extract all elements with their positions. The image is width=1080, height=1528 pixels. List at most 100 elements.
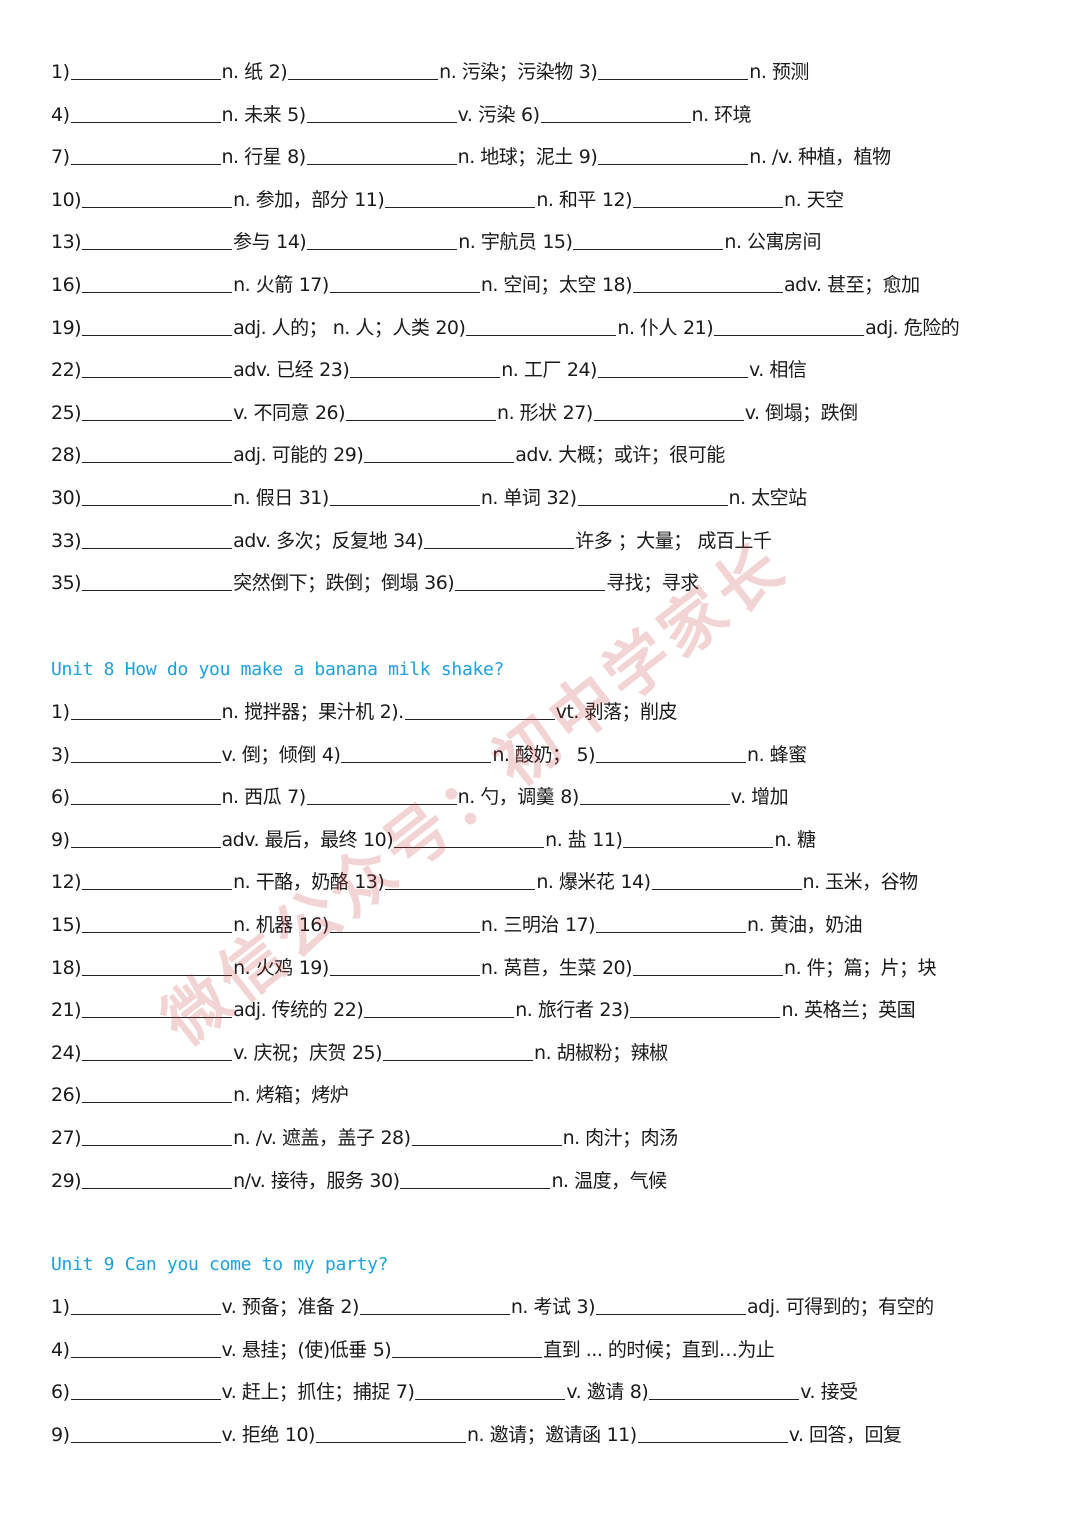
answer-blank[interactable] <box>82 570 233 592</box>
answer-blank[interactable] <box>70 699 221 720</box>
answer-blank[interactable] <box>341 742 492 763</box>
answer-blank[interactable] <box>315 1422 466 1443</box>
vocab-item: 14) n. 玉米，谷物 <box>620 861 918 904</box>
item-definition: n. 胡椒粉；辣椒 <box>534 1041 668 1064</box>
answer-blank[interactable] <box>385 869 536 891</box>
answer-blank[interactable] <box>70 144 221 166</box>
answer-blank[interactable] <box>70 827 221 848</box>
answer-blank[interactable] <box>82 912 233 933</box>
answer-blank[interactable] <box>288 59 439 80</box>
answer-blank[interactable] <box>82 955 233 976</box>
answer-blank[interactable] <box>577 485 728 506</box>
answer-blank[interactable] <box>82 1125 233 1146</box>
answer-blank[interactable] <box>306 784 457 806</box>
answer-blank[interactable] <box>70 1294 221 1315</box>
answer-blank[interactable] <box>70 59 221 80</box>
answer-blank[interactable] <box>346 400 497 421</box>
answer-blank[interactable] <box>70 1422 221 1443</box>
item-definition: v. 悬挂；(使)低垂 <box>221 1338 368 1361</box>
answer-blank[interactable] <box>593 400 744 421</box>
vocab-item: 3) v. 倒；倾倒 <box>51 734 316 777</box>
answer-blank[interactable] <box>597 357 748 379</box>
answer-blank[interactable] <box>404 699 555 720</box>
answer-blank[interactable] <box>350 357 501 379</box>
vocab-item: 10) n. 盐 <box>363 819 587 862</box>
answer-blank[interactable] <box>329 485 480 506</box>
answer-blank[interactable] <box>82 315 233 336</box>
item-number: 4) <box>321 743 341 766</box>
answer-blank[interactable] <box>82 485 233 506</box>
answer-blank[interactable] <box>633 187 784 208</box>
vocab-item: 12) n. 干酪，奶酪 <box>51 861 349 904</box>
vocab-item: 6) n. 西瓜 <box>51 776 282 819</box>
answer-blank[interactable] <box>82 1168 233 1189</box>
answer-blank[interactable] <box>70 784 221 806</box>
answer-blank[interactable] <box>364 997 515 1019</box>
answer-blank[interactable] <box>70 742 221 763</box>
vocab-item: 24) v. 庆祝；庆贺 <box>51 1032 346 1075</box>
item-definition: n. 参加，部分 <box>233 188 349 211</box>
vocab-item: 8) v. 增加 <box>560 776 788 819</box>
answer-blank[interactable] <box>579 784 730 806</box>
answer-blank[interactable] <box>306 102 457 123</box>
answer-blank[interactable] <box>70 1337 221 1358</box>
answer-blank[interactable] <box>714 315 865 336</box>
answer-blank[interactable] <box>329 272 480 293</box>
answer-blank[interactable] <box>82 1040 233 1061</box>
item-definition: n. 件；篇；片；块 <box>784 956 937 979</box>
answer-blank[interactable] <box>598 59 749 80</box>
answer-blank[interactable] <box>540 102 691 123</box>
answer-blank[interactable] <box>306 144 457 166</box>
answer-blank[interactable] <box>383 1040 534 1061</box>
item-number: 17) <box>564 913 596 936</box>
answer-blank[interactable] <box>82 400 233 421</box>
answer-blank[interactable] <box>596 912 747 933</box>
answer-blank[interactable] <box>415 1379 566 1401</box>
item-number: 22) <box>333 999 364 1022</box>
vocab-item: 4) n. 未来 <box>51 94 282 137</box>
answer-blank[interactable] <box>411 1125 562 1146</box>
answer-blank[interactable] <box>82 997 233 1019</box>
answer-blank[interactable] <box>573 229 724 251</box>
vocab-row: 6) n. 西瓜 7) n. 勺，调羹 8) v. 增加 <box>51 776 1060 819</box>
item-number: 15) <box>542 231 573 254</box>
answer-blank[interactable] <box>633 955 784 976</box>
answer-blank[interactable] <box>307 229 458 251</box>
answer-blank[interactable] <box>394 827 545 848</box>
answer-blank[interactable] <box>596 1294 747 1315</box>
answer-blank[interactable] <box>70 1379 221 1401</box>
answer-blank[interactable] <box>329 912 480 933</box>
item-number: 4) <box>51 1338 70 1361</box>
answer-blank[interactable] <box>82 869 233 891</box>
item-definition: v. 相信 <box>748 359 807 382</box>
answer-blank[interactable] <box>466 315 617 336</box>
answer-blank[interactable] <box>637 1422 788 1443</box>
answer-blank[interactable] <box>82 1082 233 1104</box>
answer-blank[interactable] <box>455 570 606 592</box>
answer-blank[interactable] <box>82 442 233 464</box>
answer-blank[interactable] <box>329 955 480 976</box>
answer-blank[interactable] <box>82 187 233 208</box>
answer-blank[interactable] <box>651 869 802 891</box>
answer-blank[interactable] <box>630 997 781 1019</box>
answer-blank[interactable] <box>385 187 536 208</box>
item-definition: n. 太空站 <box>728 486 808 509</box>
item-number: 12) <box>51 871 82 894</box>
answer-blank[interactable] <box>82 272 233 293</box>
answer-blank[interactable] <box>633 272 784 293</box>
answer-blank[interactable] <box>424 528 575 549</box>
answer-blank[interactable] <box>82 357 233 379</box>
vocab-item: 31) n. 单词 <box>299 477 541 520</box>
answer-blank[interactable] <box>598 144 749 166</box>
answer-blank[interactable] <box>82 229 233 251</box>
answer-blank[interactable] <box>596 742 747 763</box>
answer-blank[interactable] <box>359 1294 510 1315</box>
answer-blank[interactable] <box>623 827 774 848</box>
vocab-row: 22) adv. 已经 23) n. 工厂 24) v. 相信 <box>51 349 1060 392</box>
answer-blank[interactable] <box>364 442 515 464</box>
answer-blank[interactable] <box>70 102 221 123</box>
answer-blank[interactable] <box>392 1337 543 1358</box>
answer-blank[interactable] <box>649 1379 800 1401</box>
answer-blank[interactable] <box>400 1168 551 1189</box>
answer-blank[interactable] <box>82 528 233 549</box>
